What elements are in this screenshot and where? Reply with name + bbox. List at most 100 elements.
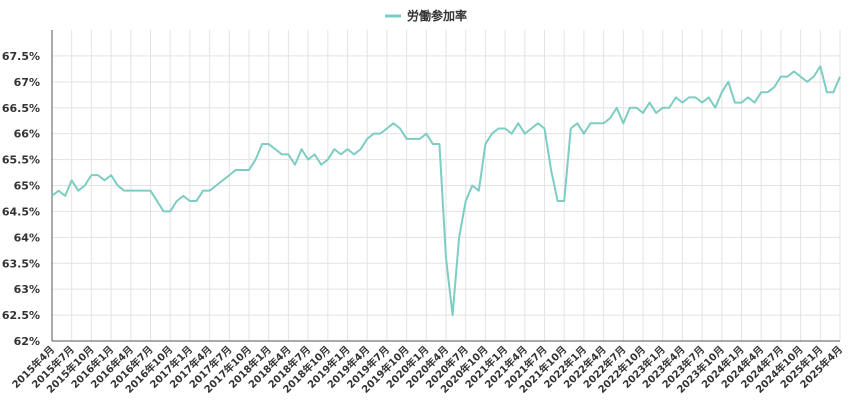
data-point[interactable] — [227, 173, 232, 178]
data-point[interactable] — [332, 147, 337, 152]
data-point[interactable] — [641, 110, 646, 115]
data-point[interactable] — [608, 116, 613, 121]
data-point[interactable] — [286, 152, 291, 157]
data-point[interactable] — [181, 193, 186, 198]
data-point[interactable] — [581, 131, 586, 136]
data-point[interactable] — [437, 142, 442, 147]
data-point[interactable] — [798, 74, 803, 79]
data-point[interactable] — [463, 199, 468, 204]
data-point[interactable] — [680, 100, 685, 105]
data-point[interactable] — [174, 199, 179, 204]
data-point[interactable] — [253, 157, 258, 162]
data-point[interactable] — [187, 199, 192, 204]
data-point[interactable] — [135, 188, 140, 193]
data-point[interactable] — [109, 173, 114, 178]
data-point[interactable] — [535, 121, 540, 126]
data-point[interactable] — [279, 152, 284, 157]
data-point[interactable] — [621, 121, 626, 126]
data-point[interactable] — [792, 69, 797, 74]
data-point[interactable] — [522, 131, 527, 136]
data-point[interactable] — [700, 100, 705, 105]
data-point[interactable] — [247, 167, 252, 172]
data-point[interactable] — [805, 79, 810, 84]
data-point[interactable] — [95, 173, 100, 178]
data-point[interactable] — [575, 121, 580, 126]
data-point[interactable] — [647, 100, 652, 105]
legend[interactable]: 労働参加率 — [385, 8, 467, 23]
data-point[interactable] — [838, 74, 843, 79]
data-point[interactable] — [194, 199, 199, 204]
data-point[interactable] — [69, 178, 74, 183]
data-point[interactable] — [345, 147, 350, 152]
data-point[interactable] — [161, 209, 166, 214]
data-point[interactable] — [371, 131, 376, 136]
data-point[interactable] — [811, 74, 816, 79]
data-point[interactable] — [141, 188, 146, 193]
data-point[interactable] — [706, 95, 711, 100]
data-point[interactable] — [319, 162, 324, 167]
data-point[interactable] — [292, 162, 297, 167]
data-point[interactable] — [627, 105, 632, 110]
data-point[interactable] — [483, 142, 488, 147]
data-point[interactable] — [726, 79, 731, 84]
data-point[interactable] — [752, 100, 757, 105]
data-point[interactable] — [739, 100, 744, 105]
data-point[interactable] — [614, 105, 619, 110]
data-point[interactable] — [220, 178, 225, 183]
data-point[interactable] — [168, 209, 173, 214]
data-point[interactable] — [430, 142, 435, 147]
data-point[interactable] — [476, 188, 481, 193]
data-point[interactable] — [496, 126, 501, 131]
data-point[interactable] — [457, 235, 462, 240]
data-point[interactable] — [673, 95, 678, 100]
data-point[interactable] — [489, 131, 494, 136]
data-point[interactable] — [667, 105, 672, 110]
data-point[interactable] — [588, 121, 593, 126]
data-point[interactable] — [155, 199, 160, 204]
data-point[interactable] — [128, 188, 133, 193]
data-point[interactable] — [772, 85, 777, 90]
data-point[interactable] — [148, 188, 153, 193]
series-line[interactable] — [51, 65, 841, 317]
data-point[interactable] — [595, 121, 600, 126]
data-point[interactable] — [299, 147, 304, 152]
data-point[interactable] — [214, 183, 219, 188]
data-point[interactable] — [391, 121, 396, 126]
data-point[interactable] — [352, 152, 357, 157]
data-point[interactable] — [63, 193, 68, 198]
data-point[interactable] — [719, 90, 724, 95]
data-point[interactable] — [529, 126, 534, 131]
data-point[interactable] — [503, 126, 508, 131]
data-point[interactable] — [424, 131, 429, 136]
data-point[interactable] — [398, 126, 403, 131]
data-point[interactable] — [634, 105, 639, 110]
data-point[interactable] — [122, 188, 127, 193]
data-point[interactable] — [338, 152, 343, 157]
data-point[interactable] — [201, 188, 206, 193]
data-point[interactable] — [444, 256, 449, 261]
data-point[interactable] — [260, 142, 265, 147]
data-point[interactable] — [273, 147, 278, 152]
data-point[interactable] — [549, 167, 554, 172]
data-point[interactable] — [365, 136, 370, 141]
data-point[interactable] — [384, 126, 389, 131]
data-point[interactable] — [82, 183, 87, 188]
data-point[interactable] — [654, 110, 659, 115]
data-point[interactable] — [693, 95, 698, 100]
data-point[interactable] — [831, 90, 836, 95]
data-point[interactable] — [555, 199, 560, 204]
data-point[interactable] — [115, 183, 120, 188]
data-point[interactable] — [785, 74, 790, 79]
data-point[interactable] — [306, 157, 311, 162]
data-point[interactable] — [732, 100, 737, 105]
data-point[interactable] — [818, 64, 823, 69]
data-point[interactable] — [266, 142, 271, 147]
data-point[interactable] — [509, 131, 514, 136]
data-point[interactable] — [207, 188, 212, 193]
data-point[interactable] — [713, 105, 718, 110]
data-point[interactable] — [378, 131, 383, 136]
data-point[interactable] — [325, 157, 330, 162]
data-point[interactable] — [765, 90, 770, 95]
data-point[interactable] — [358, 147, 363, 152]
data-point[interactable] — [746, 95, 751, 100]
